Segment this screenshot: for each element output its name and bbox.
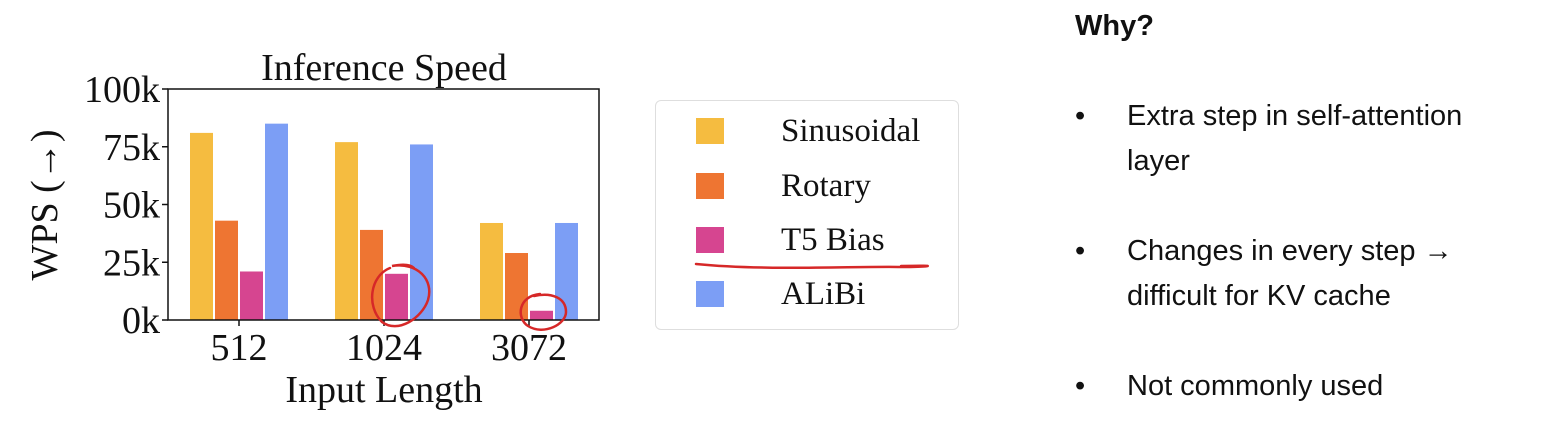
chart-title: Inference Speed bbox=[261, 47, 507, 89]
bar-rotary-1024 bbox=[360, 229, 383, 320]
bar-chart: Inference Speed WPS (→) Input Length 0k 2… bbox=[24, 47, 600, 411]
bar-rotary-3072 bbox=[505, 253, 528, 320]
legend-label-t5-bias: T5 Bias bbox=[781, 222, 885, 258]
y-tick-label: 25k bbox=[103, 242, 160, 284]
y-tick-label: 50k bbox=[103, 185, 160, 227]
ticks-group: 0k 25k 50k 75k 100k 512 1024 3072 bbox=[84, 69, 567, 369]
legend-label-alibi: ALiBi bbox=[781, 276, 866, 312]
bullet-item: • Changes in every step → difficult for … bbox=[1075, 229, 1545, 319]
legend-swatch-t5-bias bbox=[696, 227, 724, 253]
bar-sinusoidal-1024 bbox=[335, 142, 358, 320]
bar-alibi-3072 bbox=[555, 222, 578, 320]
bullet-line: Changes in every step → bbox=[1127, 235, 1453, 267]
notes-panel: Why? • Extra step in self-attention laye… bbox=[1075, 4, 1545, 409]
x-tick-label: 1024 bbox=[346, 327, 422, 369]
bullet-line: layer bbox=[1127, 145, 1190, 177]
x-tick-label: 3072 bbox=[491, 327, 567, 369]
bar-alibi-1024 bbox=[410, 144, 433, 320]
annotations-group bbox=[370, 263, 568, 331]
bar-rotary-512 bbox=[215, 220, 238, 320]
highlight-circle-3072 bbox=[519, 292, 568, 331]
legend-item-rotary: Rotary bbox=[696, 168, 871, 204]
bar-t5-bias-3072 bbox=[530, 310, 553, 320]
bar-sinusoidal-512 bbox=[190, 132, 213, 320]
bullet-line: difficult for KV cache bbox=[1127, 280, 1391, 312]
legend-item-alibi: ALiBi bbox=[696, 276, 865, 312]
y-tick-label: 100k bbox=[84, 69, 160, 111]
bullet-dot: • bbox=[1075, 235, 1086, 267]
legend-label-rotary: Rotary bbox=[781, 168, 871, 204]
x-axis-label: Input Length bbox=[285, 369, 482, 411]
bar-alibi-512 bbox=[265, 123, 288, 321]
y-tick-label: 0k bbox=[122, 300, 160, 342]
plot-frame bbox=[167, 88, 600, 321]
notes-title: Why? bbox=[1075, 10, 1154, 42]
bullet-dot: • bbox=[1075, 370, 1086, 402]
bullet-line: Extra step in self-attention bbox=[1127, 100, 1463, 132]
bar-sinusoidal-3072 bbox=[480, 222, 503, 320]
y-tick-label: 75k bbox=[103, 127, 160, 169]
y-axis-label: WPS (→) bbox=[24, 130, 66, 281]
bullet-dot: • bbox=[1075, 100, 1086, 132]
x-tick-label: 512 bbox=[211, 327, 268, 369]
bars-group bbox=[190, 123, 578, 321]
legend-label-sinusoidal: Sinusoidal bbox=[781, 113, 921, 149]
legend-item-t5-bias: T5 Bias bbox=[696, 222, 885, 258]
legend-item-sinusoidal: Sinusoidal bbox=[696, 113, 920, 149]
legend-underline-layer bbox=[694, 262, 929, 270]
bar-t5-bias-1024 bbox=[385, 273, 408, 320]
legend-swatch-alibi bbox=[696, 281, 724, 307]
bullet-item: • Not commonly used bbox=[1075, 364, 1545, 409]
bullet-item: • Extra step in self-attention layer bbox=[1075, 94, 1545, 184]
bullet-line: Not commonly used bbox=[1127, 370, 1384, 402]
bar-t5-bias-512 bbox=[240, 271, 263, 320]
chart-legend: Sinusoidal Rotary T5 Bias ALiBi bbox=[655, 100, 959, 330]
highlight-circle-1024 bbox=[370, 263, 431, 328]
t5-bias-underline bbox=[694, 262, 929, 270]
legend-swatch-rotary bbox=[696, 173, 724, 199]
legend-swatch-sinusoidal bbox=[696, 118, 724, 144]
